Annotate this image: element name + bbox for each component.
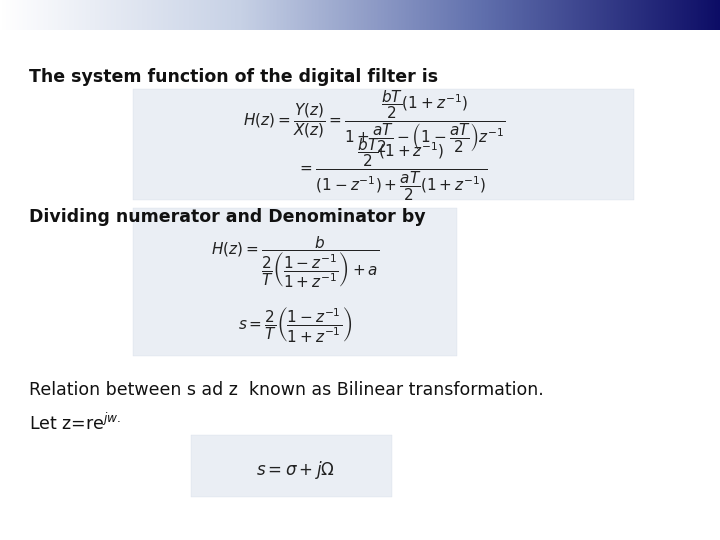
Text: $H(z) = \dfrac{Y(z)}{X(z)} = \dfrac{\dfrac{bT}{2}(1 + z^{-1})}{1 + \dfrac{aT}{2}: $H(z) = \dfrac{Y(z)}{X(z)} = \dfrac{\dfr… xyxy=(243,88,506,155)
Text: Dividing numerator and Denominator by: Dividing numerator and Denominator by xyxy=(29,208,426,226)
Text: $H(z) = \dfrac{b}{\dfrac{2}{T}\left(\dfrac{1 - z^{-1}}{1 + z^{-1}}\right) + a}$: $H(z) = \dfrac{b}{\dfrac{2}{T}\left(\dfr… xyxy=(211,234,379,290)
Text: $= \dfrac{\dfrac{bT}{2}(1 + z^{-1})}{(1 - z^{-1}) + \dfrac{aT}{2}(1 + z^{-1})}$: $= \dfrac{\dfrac{bT}{2}(1 + z^{-1})}{(1 … xyxy=(297,137,487,203)
Text: Let z=re$^{jw.}$: Let z=re$^{jw.}$ xyxy=(29,413,121,434)
Text: $s = \sigma + j\Omega$: $s = \sigma + j\Omega$ xyxy=(256,459,335,481)
Text: The system function of the digital filter is: The system function of the digital filte… xyxy=(29,68,438,85)
FancyBboxPatch shape xyxy=(133,89,634,200)
FancyBboxPatch shape xyxy=(191,435,392,497)
FancyBboxPatch shape xyxy=(133,208,457,356)
Text: Relation between s ad z  known as Bilinear transformation.: Relation between s ad z known as Bilinea… xyxy=(29,381,544,399)
Text: $s = \dfrac{2}{T}\left(\dfrac{1 - z^{-1}}{1 + z^{-1}}\right)$: $s = \dfrac{2}{T}\left(\dfrac{1 - z^{-1}… xyxy=(238,305,352,343)
